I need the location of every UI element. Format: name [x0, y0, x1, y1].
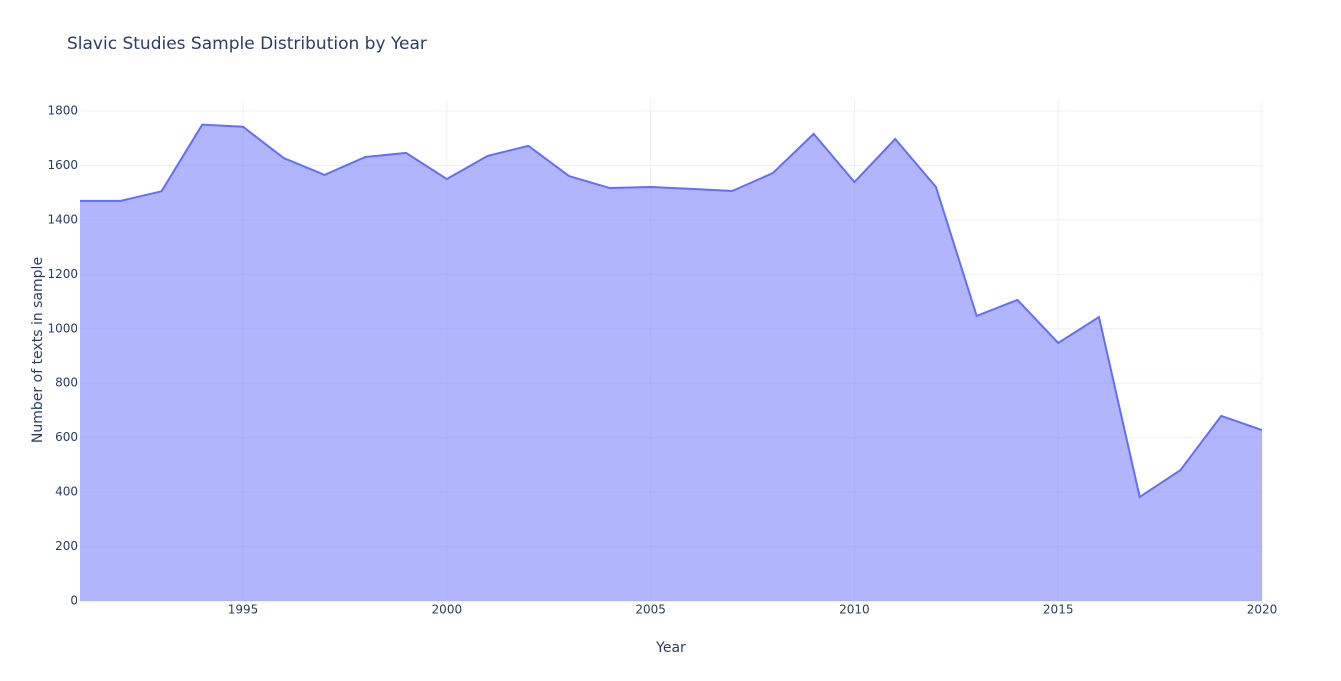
y-tick-label: 600	[55, 430, 78, 444]
area-fill	[80, 124, 1262, 601]
y-tick-label: 1600	[47, 158, 78, 172]
y-tick-label: 1000	[47, 321, 78, 335]
x-tick-label: 2010	[839, 603, 870, 617]
x-tick-label: 2005	[635, 603, 666, 617]
y-tick-label: 1200	[47, 267, 78, 281]
x-tick-label: 2015	[1043, 603, 1074, 617]
y-tick-label: 800	[55, 376, 78, 390]
x-tick-label: 2000	[432, 603, 463, 617]
x-tick-label: 2020	[1247, 603, 1278, 617]
y-tick-label: 0	[70, 594, 78, 608]
y-tick-label: 1800	[47, 104, 78, 118]
y-tick-label: 200	[55, 539, 78, 553]
y-axis-label: Number of texts in sample	[30, 257, 46, 443]
chart-title: Slavic Studies Sample Distribution by Ye…	[67, 34, 427, 54]
y-tick-label: 1400	[47, 212, 78, 226]
x-axis-label: Year	[655, 640, 686, 656]
area-line	[80, 123, 1263, 499]
y-tick-label: 400	[55, 485, 78, 499]
x-tick-label: 1995	[228, 603, 259, 617]
